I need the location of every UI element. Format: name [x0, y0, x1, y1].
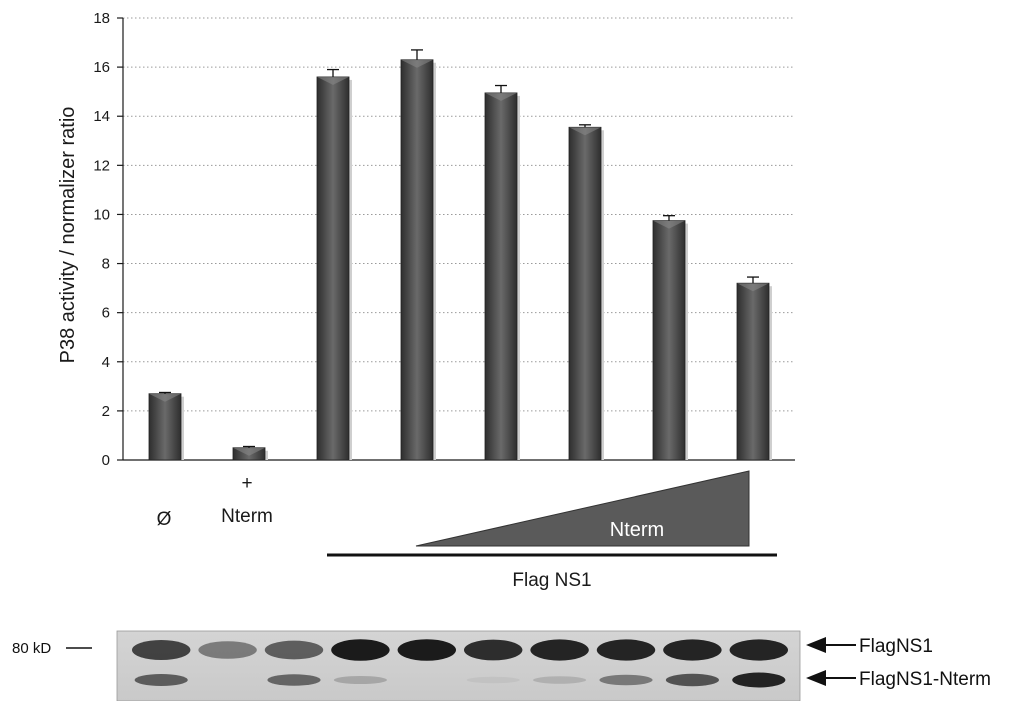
band-upper — [264, 640, 324, 660]
band-lower — [533, 676, 587, 684]
bar-8 — [736, 276, 772, 461]
band-lower — [333, 676, 387, 684]
blot-lane-3 — [264, 640, 324, 686]
y-axis-ticks: 0 2 4 6 8 10 12 14 16 18 — [93, 10, 123, 469]
blot-lane-5 — [397, 639, 457, 661]
bar-3 — [316, 68, 352, 461]
band-lower — [466, 676, 520, 684]
blot-lane-7 — [530, 639, 589, 684]
band-lower — [267, 674, 321, 686]
arrow-flagns1 — [806, 637, 856, 653]
y-tick-label: 4 — [102, 354, 110, 371]
category-label-empty: Ø — [157, 509, 172, 530]
bar-body — [736, 282, 770, 461]
y-tick-label: 16 — [93, 59, 110, 76]
blot-lane-9 — [663, 639, 722, 687]
y-tick-label: 0 — [102, 452, 110, 469]
bar-bevel — [401, 59, 433, 68]
bar-bevel — [149, 393, 181, 402]
flag-ns1-label: Flag NS1 — [512, 570, 591, 591]
nterm-gradient-wedge — [415, 470, 750, 547]
bar-body — [148, 393, 182, 461]
blot-lane-8 — [596, 639, 656, 686]
nterm-gradient-label: Nterm — [610, 519, 664, 541]
y-tick-label: 10 — [93, 206, 110, 223]
band-lower — [599, 674, 653, 686]
bar-body — [568, 126, 602, 461]
bar-body — [652, 220, 686, 461]
band-lower — [665, 673, 719, 687]
gridlines — [123, 17, 795, 412]
band-upper — [463, 639, 523, 661]
bar-bevel — [485, 92, 517, 101]
band-upper — [729, 639, 789, 661]
y-tick-label: 6 — [102, 305, 110, 322]
bars — [148, 49, 772, 461]
category-label-nterm: Nterm — [221, 506, 273, 527]
flagns1-band-label: FlagNS1 — [859, 636, 933, 657]
bar-body — [484, 92, 518, 461]
bar-bevel — [569, 127, 601, 136]
y-axis-label: P38 activity / normalizer ratio — [57, 107, 79, 364]
bar-body — [316, 76, 350, 461]
molecular-weight-label: 80 kD — [12, 640, 51, 657]
category-label-plus: + — [241, 473, 252, 494]
arrow-flagns1-nterm — [806, 670, 856, 686]
band-upper — [596, 639, 656, 661]
blot-lane-10 — [729, 639, 789, 688]
bar-bevel — [737, 283, 769, 292]
bar-7 — [652, 215, 688, 461]
blot-lane-1 — [131, 640, 191, 686]
y-tick-label: 14 — [93, 108, 110, 125]
bar-bevel — [233, 447, 265, 456]
band-lower — [134, 674, 188, 686]
band-upper — [331, 639, 390, 661]
bar-bevel — [317, 76, 349, 85]
y-tick-label: 18 — [93, 10, 110, 27]
bar-4 — [400, 49, 436, 461]
bar-bevel — [653, 220, 685, 229]
blot-lane-6 — [463, 639, 523, 684]
blot-lane-4 — [331, 639, 390, 684]
band-lower — [732, 672, 786, 688]
bar-2 — [232, 445, 268, 461]
band-upper — [131, 640, 191, 660]
bar-5 — [484, 84, 520, 461]
band-upper — [397, 639, 457, 661]
blot-lane-2 — [198, 641, 257, 659]
blot-bands — [131, 639, 789, 688]
flagns1-nterm-band-label: FlagNS1-Nterm — [859, 669, 991, 690]
bar-6 — [568, 124, 604, 461]
band-upper — [663, 639, 722, 661]
y-tick-label: 8 — [102, 256, 110, 273]
y-tick-label: 2 — [102, 403, 110, 420]
bar-body — [400, 59, 434, 461]
y-tick-label: 12 — [93, 157, 110, 174]
bar-1 — [148, 391, 184, 461]
band-upper — [530, 639, 589, 661]
band-upper — [198, 641, 257, 659]
